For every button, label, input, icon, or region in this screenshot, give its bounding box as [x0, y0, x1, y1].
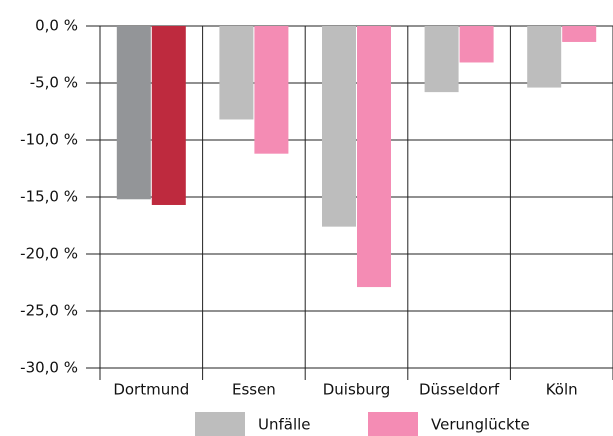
legend-label: Unfälle — [258, 416, 311, 434]
y-tick-label: -15,0 % — [20, 188, 78, 206]
bar — [527, 26, 562, 88]
y-tick-label: -30,0 % — [20, 359, 78, 377]
legend-swatch — [368, 412, 418, 436]
bar — [357, 26, 391, 288]
x-tick-label: Düsseldorf — [419, 381, 500, 399]
y-tick-label: -20,0 % — [20, 245, 78, 263]
x-tick-label: Köln — [546, 381, 578, 399]
y-tick-label: -25,0 % — [20, 302, 78, 320]
legend-label: Verunglückte — [431, 416, 530, 434]
y-tick-label: -10,0 % — [20, 131, 78, 149]
y-tick-label: -5,0 % — [30, 74, 78, 92]
x-tick-label: Essen — [232, 381, 276, 399]
x-tick-label: Duisburg — [323, 381, 391, 399]
bar — [424, 26, 459, 93]
bar — [322, 26, 356, 227]
bar — [254, 26, 289, 154]
bar — [151, 26, 186, 205]
bar — [459, 26, 494, 63]
bar — [562, 26, 597, 42]
bar — [116, 26, 151, 200]
y-tick-label: 0,0 % — [35, 17, 78, 35]
x-tick-label: Dortmund — [113, 381, 189, 399]
legend-swatch — [195, 412, 245, 436]
bar — [219, 26, 254, 120]
